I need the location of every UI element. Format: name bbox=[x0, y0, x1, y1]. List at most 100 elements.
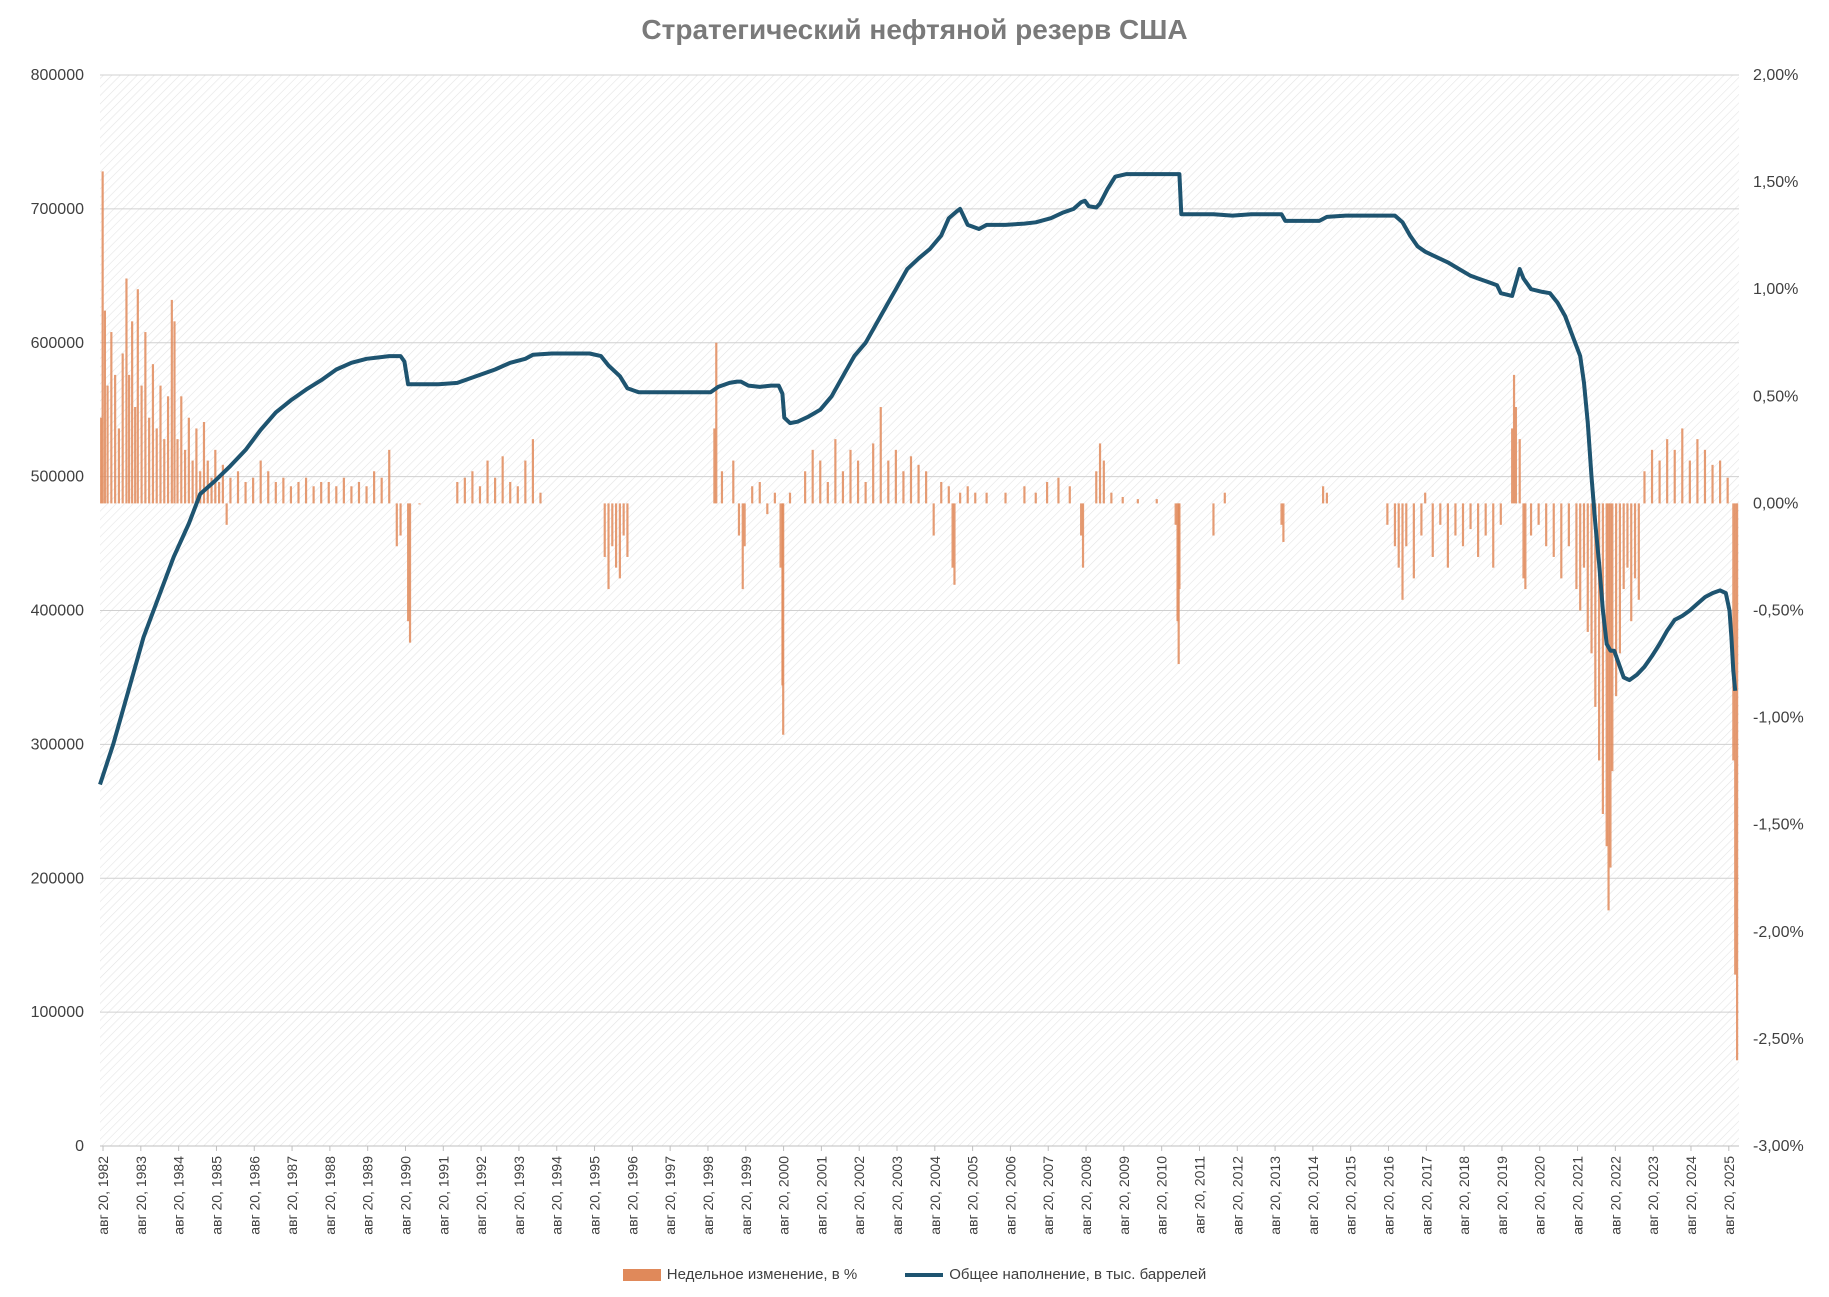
bar-weekly-change bbox=[131, 321, 134, 504]
bar-weekly-change bbox=[202, 422, 206, 504]
bar-weekly-change bbox=[715, 342, 718, 504]
bar-weekly-change bbox=[539, 492, 542, 504]
x-tick-label: авг 20, 1991 bbox=[435, 1156, 451, 1235]
bar-weekly-change bbox=[106, 385, 109, 504]
x-tick-label: авг 20, 1996 bbox=[624, 1156, 640, 1235]
bar-weekly-change bbox=[788, 492, 792, 504]
bar-weekly-change bbox=[1658, 460, 1661, 504]
x-tick-label: авг 20, 1989 bbox=[360, 1156, 376, 1235]
bar-weekly-change bbox=[1081, 503, 1085, 568]
bar-weekly-change bbox=[1711, 464, 1714, 504]
bar-weekly-change bbox=[1601, 503, 1604, 814]
x-tick-label: авг 20, 1997 bbox=[662, 1156, 678, 1235]
x-tick-label: авг 20, 2004 bbox=[927, 1156, 943, 1235]
bar-weekly-change bbox=[100, 417, 103, 504]
y-left-tick-label: 600000 bbox=[31, 335, 84, 352]
legend: Недельное изменение, в % Общее наполнени… bbox=[0, 1266, 1829, 1283]
bar-weekly-change bbox=[1609, 503, 1612, 868]
bar-weekly-change bbox=[841, 471, 845, 504]
bar-weekly-change bbox=[407, 503, 410, 622]
bar-weekly-change bbox=[320, 481, 323, 504]
x-tick-label: авг 20, 2025 bbox=[1721, 1156, 1737, 1235]
bar-weekly-change bbox=[741, 503, 744, 590]
bar-weekly-change bbox=[713, 428, 716, 504]
x-tick-label: авг 20, 2001 bbox=[813, 1156, 829, 1235]
bar-weekly-change bbox=[1155, 499, 1158, 504]
bar-weekly-change bbox=[1633, 503, 1637, 579]
x-tick-label: авг 20, 2009 bbox=[1116, 1156, 1132, 1235]
bar-weekly-change bbox=[206, 460, 209, 504]
bar-weekly-change bbox=[611, 503, 614, 547]
bar-weekly-change bbox=[191, 460, 194, 504]
bar-weekly-change bbox=[1023, 486, 1026, 504]
bar-weekly-change bbox=[1454, 503, 1457, 536]
bar-weekly-change bbox=[917, 464, 920, 504]
bar-weekly-change bbox=[1598, 503, 1601, 761]
bar-weekly-change bbox=[614, 503, 618, 568]
bar-weekly-change bbox=[743, 503, 746, 547]
x-tick-label: авг 20, 1986 bbox=[246, 1156, 262, 1235]
bar-weekly-change bbox=[1673, 449, 1676, 504]
bar-weekly-change bbox=[1280, 503, 1283, 525]
bar-weekly-change bbox=[751, 486, 754, 504]
bar-weekly-change bbox=[1174, 503, 1177, 525]
bar-weekly-change bbox=[940, 481, 943, 504]
bar-weekly-change bbox=[1688, 460, 1691, 504]
legend-swatch-bars bbox=[622, 1268, 661, 1281]
bar-weekly-change bbox=[176, 439, 179, 504]
bar-weekly-change bbox=[720, 471, 724, 504]
bar-weekly-change bbox=[1484, 503, 1487, 536]
bar-weekly-change bbox=[618, 503, 621, 579]
bar-weekly-change bbox=[1637, 503, 1640, 600]
x-tick-label: авг 20, 2020 bbox=[1532, 1156, 1548, 1235]
bar-weekly-change bbox=[1560, 503, 1563, 579]
y-left-tick-label: 200000 bbox=[31, 870, 84, 887]
bar-weekly-change bbox=[909, 456, 913, 504]
x-tick-label: авг 20, 1998 bbox=[700, 1156, 716, 1235]
bar-weekly-change bbox=[395, 503, 398, 547]
bar-weekly-change bbox=[1732, 503, 1735, 761]
bar-weekly-change bbox=[826, 481, 829, 504]
bar-weekly-change bbox=[148, 417, 151, 504]
y-left-tick-label: 400000 bbox=[31, 603, 84, 620]
bar-weekly-change bbox=[365, 486, 368, 504]
bar-weekly-change bbox=[1512, 374, 1516, 504]
bar-weekly-change bbox=[985, 492, 988, 504]
bar-weekly-change bbox=[183, 449, 187, 504]
bar-weekly-change bbox=[1615, 503, 1618, 697]
x-tick-label: авг 20, 2005 bbox=[965, 1156, 981, 1235]
bar-weekly-change bbox=[1594, 503, 1597, 707]
bar-weekly-change bbox=[267, 471, 270, 504]
bar-weekly-change bbox=[607, 503, 610, 590]
bar-weekly-change bbox=[1626, 503, 1629, 568]
bar-weekly-change bbox=[1431, 503, 1434, 557]
bar-weekly-change bbox=[509, 481, 512, 504]
y-right-tick-label: -0,50% bbox=[1753, 603, 1804, 620]
bar-weekly-change bbox=[1736, 503, 1739, 1061]
bar-weekly-change bbox=[199, 471, 202, 504]
bar-weekly-change bbox=[463, 477, 466, 504]
x-tick-label: авг 20, 2024 bbox=[1683, 1156, 1699, 1235]
bar-weekly-change bbox=[811, 449, 814, 504]
bar-weekly-change bbox=[524, 460, 527, 504]
bar-weekly-change bbox=[1666, 439, 1669, 504]
bar-weekly-change bbox=[1650, 449, 1654, 504]
bar-weekly-change bbox=[1461, 503, 1465, 547]
bar-weekly-change bbox=[259, 460, 262, 504]
bar-weekly-change bbox=[388, 449, 391, 504]
x-tick-label: авг 20, 1990 bbox=[397, 1156, 413, 1235]
bar-weekly-change bbox=[766, 503, 769, 515]
bar-weekly-change bbox=[1176, 503, 1179, 622]
bar-weekly-change bbox=[218, 481, 221, 504]
bar-weekly-change bbox=[144, 332, 147, 504]
bar-weekly-change bbox=[1057, 477, 1060, 504]
bar-weekly-change bbox=[1477, 503, 1480, 557]
bar-weekly-change bbox=[974, 492, 977, 504]
bar-weekly-change bbox=[471, 471, 474, 504]
bar-weekly-change bbox=[1095, 471, 1098, 504]
bar-weekly-change bbox=[804, 471, 807, 504]
bar-weekly-change bbox=[1590, 503, 1593, 654]
bar-weekly-change bbox=[1212, 503, 1215, 536]
bar-weekly-change bbox=[1518, 439, 1521, 504]
bar-weekly-change bbox=[244, 481, 247, 504]
